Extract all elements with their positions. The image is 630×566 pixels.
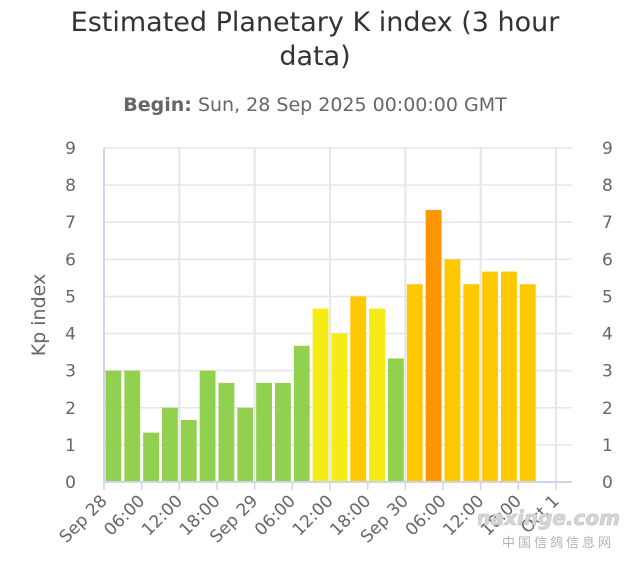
y-tick-label-left: 2 [65, 399, 76, 419]
x-tick-label: 06:00 [402, 491, 451, 540]
y-tick-label-right: 5 [602, 287, 613, 307]
y-tick-label-right: 9 [602, 139, 613, 159]
y-tick-label-left: 3 [65, 362, 76, 382]
y-tick-label-right: 8 [602, 176, 613, 196]
kp-bar [406, 284, 423, 482]
chart-subtitle: Begin: Sun, 28 Sep 2025 00:00:00 GMT [0, 94, 630, 116]
y-tick-label-right: 3 [602, 362, 613, 382]
kp-bar [237, 407, 254, 482]
kp-bar [256, 382, 272, 482]
y-tick-label-right: 0 [602, 473, 613, 493]
kp-bar [425, 209, 442, 482]
x-tick-label: 12:00 [289, 491, 338, 540]
chart-title-line-1: Estimated Planetary K index (3 hour [70, 7, 560, 38]
kp-bar [482, 271, 498, 482]
y-tick-label-left: 0 [65, 473, 76, 493]
kp-bar [275, 382, 291, 482]
y-tick-label-left: 5 [65, 287, 76, 307]
y-axis-title: Kp index [28, 274, 50, 357]
y-tick-label-left: 6 [65, 250, 76, 270]
svg-text:中国信鸽信息网: 中国信鸽信息网 [502, 535, 614, 551]
subtitle-value: Sun, 28 Sep 2025 00:00:00 GMT [197, 94, 507, 116]
kp-bar [312, 308, 329, 482]
y-tick-label-left: 4 [65, 325, 76, 345]
x-tick-label: 06:00 [251, 491, 300, 540]
watermark-logo: Chinaxinge.com 中国信鸽信息网 [478, 506, 620, 551]
kp-bar [293, 345, 310, 482]
subtitle-label: Begin: [123, 94, 192, 116]
y-tick-label-left: 8 [65, 176, 76, 196]
kp-bar [369, 308, 385, 482]
x-tick-label: 12:00 [138, 491, 187, 540]
kp-bar [444, 259, 461, 482]
chart-title-line-2: data) [279, 41, 351, 72]
kp-bar [143, 432, 159, 482]
kp-bar [199, 370, 216, 482]
kp-bar [463, 284, 480, 482]
x-tick-label: Sep 28 [56, 491, 112, 547]
kp-bar [180, 420, 197, 482]
y-tick-label-right: 2 [602, 399, 613, 419]
y-tick-label-left: 1 [65, 436, 76, 456]
kp-bar [501, 271, 517, 482]
kp-bar [105, 370, 122, 482]
y-tick-label-right: 1 [602, 436, 613, 456]
kp-bar [519, 284, 536, 482]
kp-bar [350, 296, 367, 482]
svg-text:Chinaxinge.com: Chinaxinge.com [478, 506, 620, 530]
y-tick-label-right: 7 [602, 213, 613, 233]
y-tick-label-left: 7 [65, 213, 76, 233]
y-tick-label-right: 6 [602, 250, 613, 270]
kp-bar [331, 333, 348, 482]
x-tick-label: 06:00 [100, 491, 149, 540]
y-tick-label-left: 9 [65, 139, 76, 159]
chart-title: Estimated Planetary K index (3 hour data… [0, 6, 630, 74]
y-tick-label-right: 4 [602, 325, 613, 345]
kp-bar [162, 407, 178, 482]
kp-bar [218, 382, 235, 482]
kp-bar [124, 370, 141, 482]
kp-bar [388, 358, 404, 482]
